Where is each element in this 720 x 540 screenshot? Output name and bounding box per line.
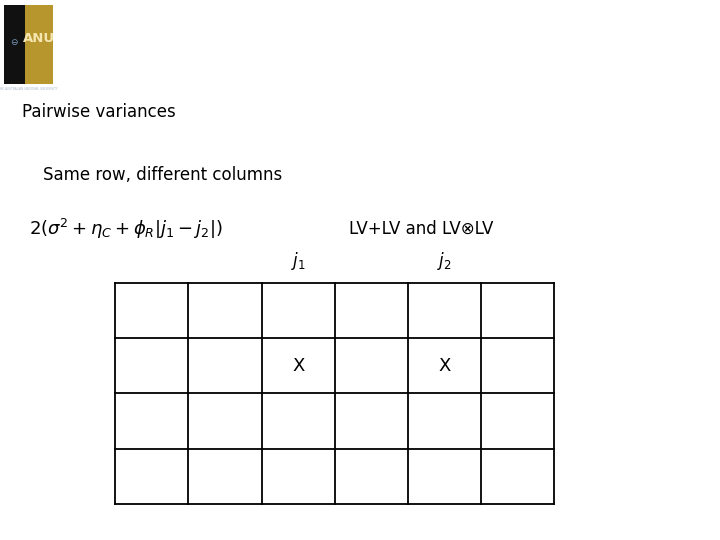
Text: X: X [292, 357, 305, 375]
Text: $2(\sigma^2 + \eta_C + \phi_R |j_1 - j_2|)$: $2(\sigma^2 + \eta_C + \phi_R |j_1 - j_2… [29, 217, 222, 241]
Text: LV+LV and LV⊗LV: LV+LV and LV⊗LV [349, 220, 494, 238]
Text: ⊖: ⊖ [11, 38, 18, 48]
Text: Same row, different columns: Same row, different columns [43, 166, 282, 184]
Text: Pairwise variances: Pairwise variances [22, 103, 176, 120]
Text: $j_1$: $j_1$ [291, 249, 305, 272]
FancyBboxPatch shape [4, 5, 25, 84]
Text: Two-dimensional Linear Variance: Two-dimensional Linear Variance [112, 29, 628, 57]
Text: X: X [438, 357, 451, 375]
Text: $j_2$: $j_2$ [437, 249, 452, 272]
FancyBboxPatch shape [25, 5, 53, 84]
Text: THE AUSTRALIAN NATIONAL UNIVERSITY: THE AUSTRALIAN NATIONAL UNIVERSITY [0, 87, 58, 91]
Text: ANU: ANU [23, 32, 55, 45]
